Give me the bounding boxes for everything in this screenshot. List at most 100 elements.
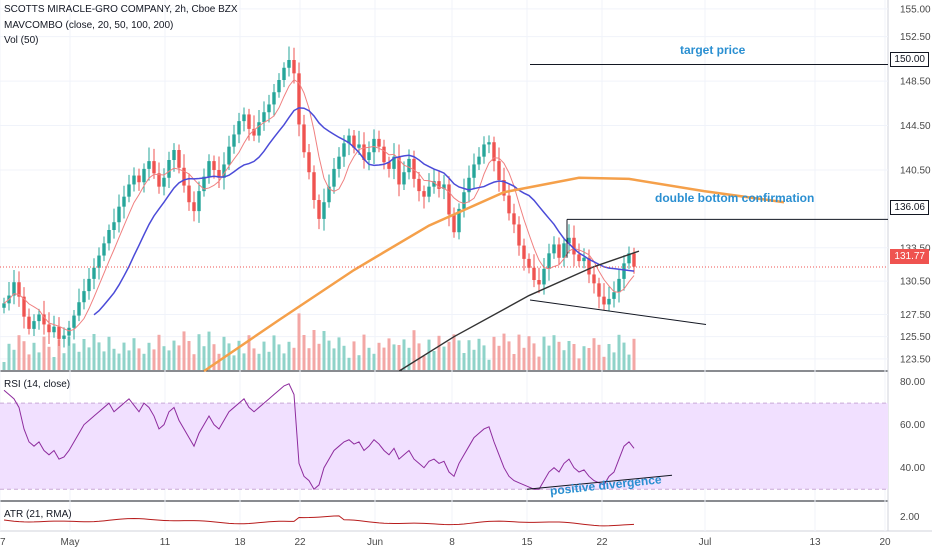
candle-body (452, 214, 456, 233)
volume-bar (577, 358, 581, 370)
candle-body (467, 177, 471, 193)
candle-body (537, 280, 541, 285)
candle-body (192, 202, 196, 212)
volume-bar (247, 335, 251, 370)
volume-legend: Vol (50) (4, 35, 39, 46)
volume-bar (62, 353, 66, 370)
volume-bar (482, 345, 486, 370)
candle-body (117, 206, 121, 223)
candle-body (557, 244, 561, 258)
ma20-line (3, 78, 635, 332)
candle-body (472, 164, 476, 178)
candle-body (2, 303, 6, 308)
volume-bar (537, 356, 541, 370)
y-tick-label: 133.50 (900, 243, 931, 254)
volume-bar (337, 337, 341, 370)
y-tick-label: 125.50 (900, 332, 931, 343)
candle-body (342, 143, 346, 157)
atr-line (3, 515, 635, 527)
candle-body (252, 128, 256, 136)
volume-bar (377, 342, 381, 370)
candle-body (72, 315, 76, 328)
candle-body (257, 122, 261, 136)
candle-body (347, 135, 351, 144)
x-tick-label: 22 (596, 537, 608, 548)
candle-body (262, 112, 266, 123)
volume-bar (452, 334, 456, 370)
volume-bar (37, 352, 41, 370)
volume-bar (212, 344, 216, 370)
volume-bar (382, 347, 386, 370)
volume-bar (162, 346, 166, 370)
volume-bar (102, 351, 106, 370)
candle-body (137, 175, 141, 183)
candle-body (62, 335, 66, 339)
candle-body (632, 253, 636, 267)
volume-bar (372, 353, 376, 370)
x-tick-label: 27 (0, 537, 6, 548)
candle-body (227, 146, 231, 165)
candle-body (312, 172, 316, 200)
candle-body (282, 67, 286, 80)
candle-body (522, 245, 526, 259)
volume-bar (522, 347, 526, 370)
candle-body (162, 177, 166, 187)
volume-bar (22, 341, 26, 370)
candle-body (482, 144, 486, 157)
volume-bar (352, 341, 356, 370)
candle-body (197, 191, 201, 212)
volume-bar (412, 330, 416, 370)
double-bottom-annotation: double bottom confirmation (655, 191, 815, 205)
volume-bar (122, 342, 126, 370)
candle-body (12, 282, 16, 296)
candle-body (187, 185, 191, 203)
candle-body (42, 314, 46, 325)
volume-bar (187, 341, 191, 370)
volume-bar (2, 362, 6, 370)
candle-body (217, 170, 221, 178)
candle-body (337, 156, 341, 169)
candle-body (627, 253, 631, 264)
candle-body (527, 258, 531, 268)
candle-body (172, 150, 176, 160)
candle-body (447, 184, 451, 215)
y-tick-label: 155.00 (900, 4, 931, 15)
volume-bar (32, 342, 36, 370)
candle-body (542, 268, 546, 285)
volume-bar (422, 356, 426, 370)
volume-bar (237, 340, 241, 370)
candle-body (302, 124, 306, 153)
volume-bar (327, 340, 331, 370)
candle-body (357, 144, 361, 148)
volume-bar (92, 334, 96, 370)
candle-body (412, 158, 416, 179)
volume-bar (437, 335, 441, 370)
candle-body (17, 282, 21, 297)
volume-bar (82, 339, 86, 370)
volume-bar (542, 336, 546, 370)
volume-bar (167, 350, 171, 370)
volume-bar (282, 353, 286, 370)
candle-body (292, 60, 296, 74)
candle-body (457, 208, 461, 233)
volume-bar (277, 344, 281, 370)
candle-body (377, 138, 381, 147)
candle-body (212, 161, 216, 170)
x-tick-label: 11 (160, 537, 171, 548)
volume-bar (627, 354, 631, 370)
volume-bar (567, 341, 571, 370)
candle-body (142, 168, 146, 183)
volume-bar (7, 343, 11, 370)
ma100-line (203, 176, 785, 373)
volume-bar (617, 334, 621, 370)
candle-body (422, 191, 426, 197)
volume-bar (177, 345, 181, 370)
volume-bar (12, 349, 16, 370)
candle-body (322, 202, 326, 219)
volume-bar (532, 343, 536, 370)
volume-bar (322, 331, 326, 370)
volume-bar (207, 331, 211, 370)
candle-body (82, 291, 86, 303)
x-tick-label: 18 (234, 537, 246, 548)
